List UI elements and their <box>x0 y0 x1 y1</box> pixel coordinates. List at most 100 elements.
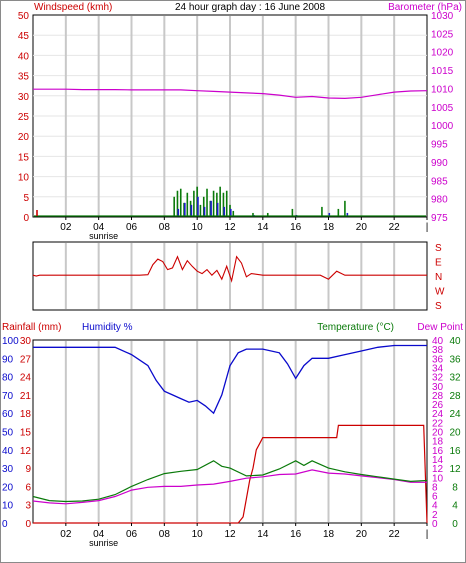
rainfall-tick-label: 24 <box>20 373 32 384</box>
temperature-tick-label: 20 <box>449 428 461 439</box>
dewpoint-tick-label: 10 <box>432 473 444 484</box>
dewpoint-line <box>32 469 427 505</box>
barometer-tick-label: 1025 <box>431 29 454 40</box>
climate-sunrise-label: sunrise <box>89 538 118 548</box>
wind-xtick-label: 12 <box>224 222 236 233</box>
climate-xtick-label: 20 <box>356 529 368 540</box>
climate-xtick-label: 18 <box>323 529 335 540</box>
rainfall-tick-label: 18 <box>20 409 32 420</box>
barometer-axis-title: Barometer (hPa) <box>388 2 462 13</box>
wind-xtick-label: 10 <box>192 222 204 233</box>
direction-tick-label: N <box>435 272 442 283</box>
humidity-axis-title: Humidity % <box>82 322 133 333</box>
climate-xtick-label: 08 <box>159 529 171 540</box>
dewpoint-tick-label: 28 <box>432 391 444 402</box>
wind-sunrise-label: sunrise <box>89 231 118 241</box>
temperature-tick-label: 8 <box>452 482 458 493</box>
barometer-tick-label: 985 <box>431 176 448 187</box>
climate-xtick-label: 14 <box>257 529 269 540</box>
temperature-tick-label: 0 <box>452 519 458 530</box>
windspeed-tick-label: 5 <box>23 193 29 204</box>
dewpoint-tick-label: 20 <box>432 428 444 439</box>
humidity-line <box>33 344 427 415</box>
dewpoint-tick-label: 40 <box>432 336 444 347</box>
direction-tick-label: E <box>435 258 442 269</box>
wind-xtick-label: 14 <box>257 222 269 233</box>
climate-xtick-label: 06 <box>126 529 138 540</box>
temperature-tick-label: 4 <box>452 501 458 512</box>
dewpoint-tick-label: 6 <box>432 492 438 503</box>
dewpoint-axis-title: Dew Point <box>417 322 463 333</box>
temperature-axis-title: Temperature (°C) <box>317 322 394 333</box>
rainfall-tick-label: 21 <box>20 391 32 402</box>
humidity-tick-label: 20 <box>2 482 14 493</box>
rainfall-tick-label: 12 <box>20 446 32 457</box>
humidity-tick-label: 30 <box>2 464 14 475</box>
rainfall-tick-label: 6 <box>25 482 31 493</box>
humidity-tick-label: 40 <box>2 446 14 457</box>
humidity-tick-label: 50 <box>2 428 14 439</box>
barometer-tick-label: 990 <box>431 158 448 169</box>
climate-xtick-label: 12 <box>224 529 236 540</box>
windspeed-axis-title: Windspeed (kmh) <box>34 2 112 13</box>
windspeed-tick-label: 30 <box>18 92 30 103</box>
barometer-tick-label: 975 <box>431 213 448 224</box>
rainfall-tick-label: 30 <box>20 336 32 347</box>
humidity-tick-label: 100 <box>2 336 19 347</box>
wind-xtick-label: 02 <box>60 222 72 233</box>
windspeed-tick-label: 50 <box>18 11 30 22</box>
dewpoint-tick-label: 24 <box>432 409 444 420</box>
humidity-tick-label: 90 <box>2 354 14 365</box>
rainfall-tick-label: 3 <box>25 501 31 512</box>
chart-title: 24 hour graph day : 16 June 2008 <box>175 2 326 13</box>
wind-xtick-label: | <box>426 222 429 233</box>
direction-tick-label: S <box>435 301 442 312</box>
wind-xtick-label: 06 <box>126 222 138 233</box>
climate-xtick-label: | <box>426 529 429 540</box>
wind-xtick-label: 04 <box>93 222 105 233</box>
rainfall-tick-label: 15 <box>20 428 32 439</box>
wind-xtick-label: 18 <box>323 222 335 233</box>
barometer-tick-label: 1030 <box>431 11 454 22</box>
wind-xtick-label: 20 <box>356 222 368 233</box>
dewpoint-tick-label: 18 <box>432 437 444 448</box>
dewpoint-tick-label: 38 <box>432 345 444 356</box>
rainfall-line <box>33 424 428 524</box>
windspeed-tick-label: 25 <box>18 112 30 123</box>
dewpoint-tick-label: 14 <box>432 455 444 466</box>
temperature-tick-label: 28 <box>449 391 461 402</box>
windspeed-tick-label: 45 <box>18 31 30 42</box>
windspeed-tick-label: 15 <box>18 152 30 163</box>
direction-tick-label: S <box>435 243 442 254</box>
dewpoint-tick-label: 0 <box>432 519 438 530</box>
temperature-line <box>32 460 428 503</box>
windspeed-tick-label: 10 <box>18 173 30 184</box>
dewpoint-tick-label: 16 <box>432 446 444 457</box>
humidity-tick-label: 80 <box>2 373 14 384</box>
temperature-tick-label: 40 <box>449 336 461 347</box>
climate-xtick-label: 04 <box>93 529 105 540</box>
humidity-tick-label: 70 <box>2 391 14 402</box>
rainfall-axis-title: Rainfall (mm) <box>2 322 61 333</box>
rainfall-tick-label: 27 <box>20 354 32 365</box>
humidity-tick-label: 60 <box>2 409 14 420</box>
dewpoint-tick-label: 12 <box>432 464 444 475</box>
windspeed-tick-label: 35 <box>18 72 30 83</box>
barometer-tick-label: 980 <box>431 195 448 206</box>
windspeed-tick-label: 40 <box>18 51 30 62</box>
dewpoint-tick-label: 26 <box>432 400 444 411</box>
dewpoint-tick-label: 22 <box>432 418 444 429</box>
wind-xtick-label: 22 <box>389 222 401 233</box>
temperature-tick-label: 32 <box>449 373 461 384</box>
barometer-tick-label: 1020 <box>431 48 454 59</box>
barometer-tick-label: 1015 <box>431 66 454 77</box>
barometer-tick-label: 1010 <box>431 84 454 95</box>
windspeed-tick-label: 20 <box>18 132 30 143</box>
humidity-tick-label: 10 <box>2 501 14 512</box>
temperature-tick-label: 36 <box>449 354 461 365</box>
wind-direction-line <box>32 255 427 283</box>
temperature-tick-label: 12 <box>449 464 461 475</box>
windspeed-tick-label: 0 <box>23 213 29 224</box>
wind-xtick-label: 16 <box>290 222 302 233</box>
